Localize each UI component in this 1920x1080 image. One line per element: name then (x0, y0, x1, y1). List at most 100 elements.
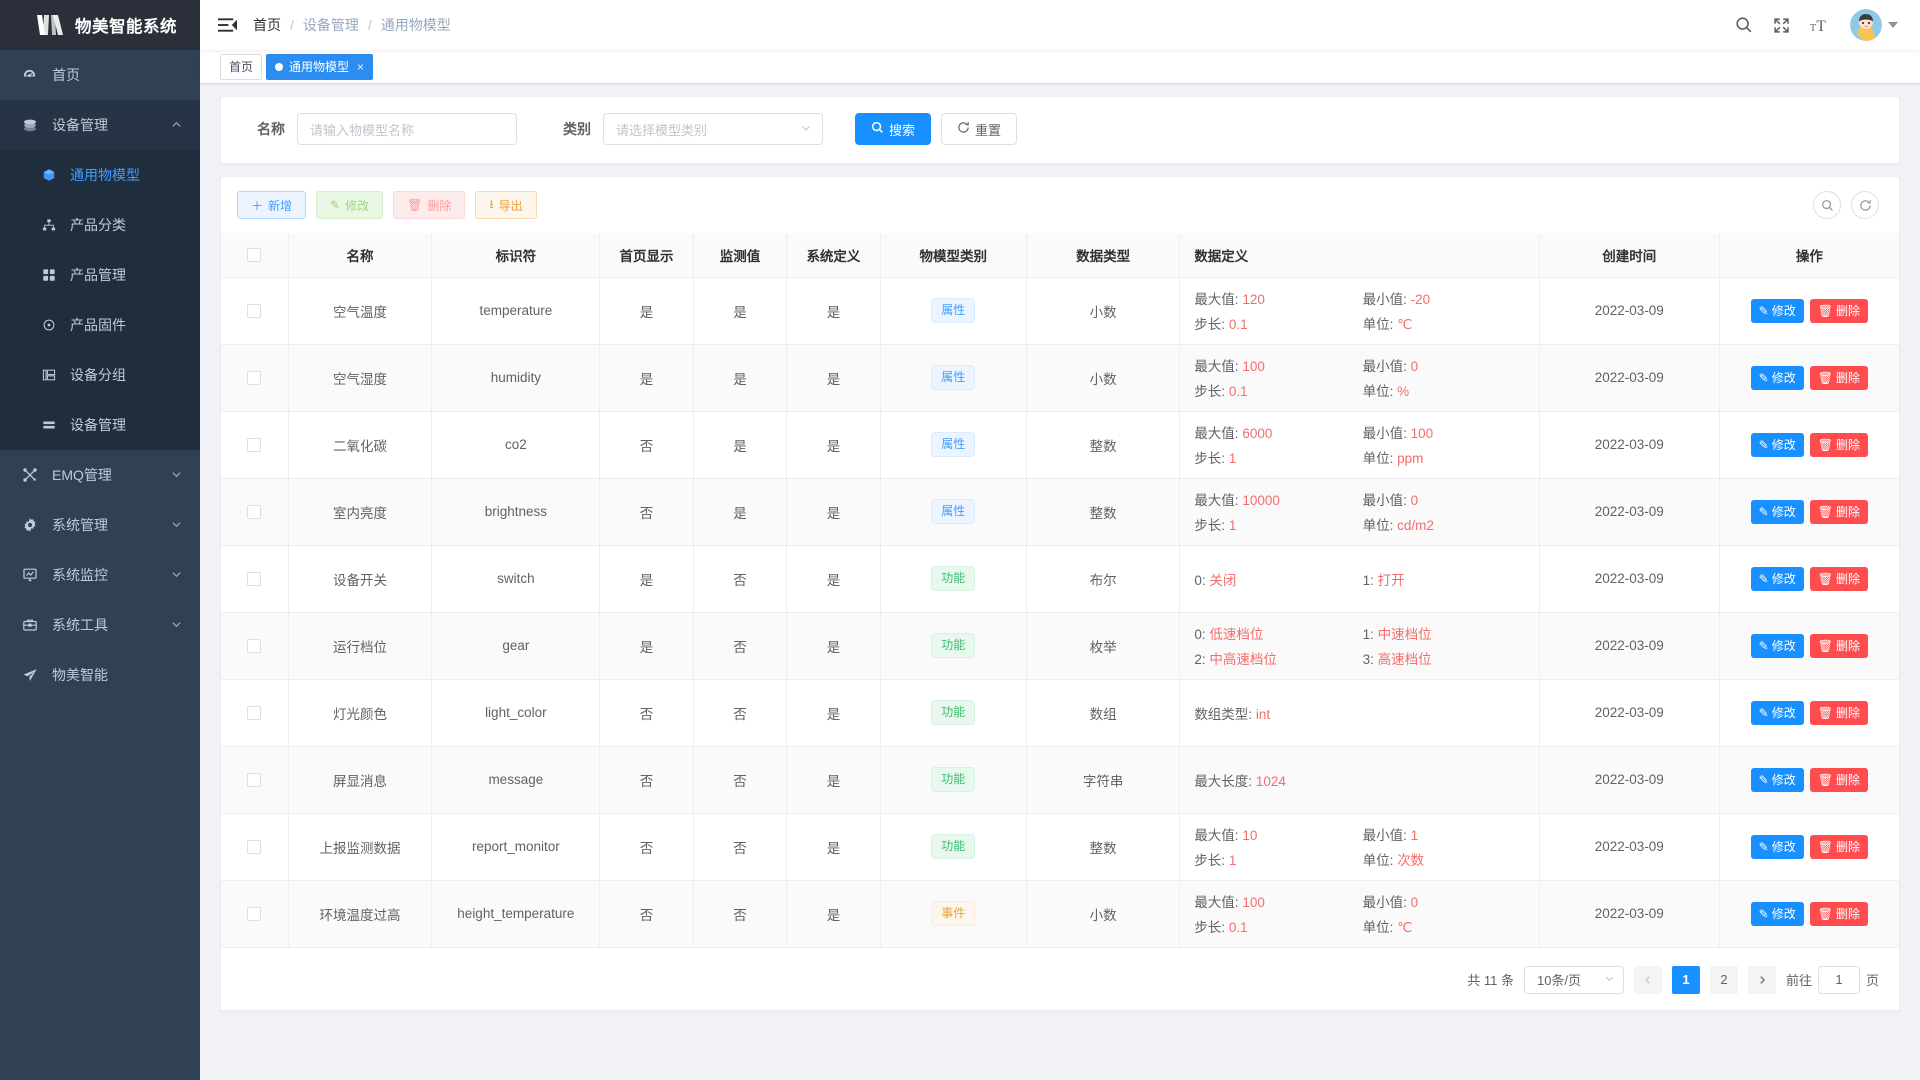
sidebar-item-home[interactable]: 首页 (0, 50, 200, 100)
table-row[interactable]: 室内亮度 brightness 否是是属性 整数 最大值: 10000 最小值: 0 步长:… (221, 478, 1899, 546)
cell-data-type: 整数 (1026, 411, 1181, 479)
sidebar-item-product-management[interactable]: 产品管理 (0, 250, 200, 300)
row-delete-button[interactable]: 🗑 删除 (1809, 432, 1868, 457)
row-checkbox[interactable] (247, 773, 262, 788)
row-checkbox-cell (221, 813, 289, 881)
row-edit-button[interactable]: ✎ 修改 (1750, 365, 1804, 390)
row-delete-button[interactable]: 🗑 删除 (1809, 767, 1868, 792)
row-edit-button[interactable]: ✎ 修改 (1750, 834, 1804, 859)
col-category: 物模型类别 (880, 233, 1027, 278)
table-row[interactable]: 环境温度过高 height_temperature 否否是事件 小数 最大值: 100 最… (221, 880, 1899, 948)
row-delete-button[interactable]: 🗑 删除 (1809, 499, 1868, 524)
tag-general-thing-model[interactable]: 通用物模型 × (266, 53, 374, 80)
table-row[interactable]: 设备开关 switch 是否是功能 布尔 0: 关闭 1: 打开 2022-03-09 ✎ 修改… (221, 545, 1899, 613)
row-edit-button[interactable]: ✎ 修改 (1750, 432, 1804, 457)
sidebar-item-general-thing-model[interactable]: 通用物模型 (0, 150, 200, 200)
col-system-def: 系统定义 (786, 233, 881, 278)
row-checkbox[interactable] (247, 304, 262, 319)
cell-name: 上报监测数据 (288, 813, 433, 881)
sidebar-item-emq-management[interactable]: EMQ管理 (0, 450, 200, 500)
row-delete-button[interactable]: 🗑 删除 (1809, 633, 1868, 658)
select-all-checkbox[interactable] (247, 248, 262, 263)
search-button[interactable]: 搜索 (855, 113, 932, 145)
sidebar-item-device-group[interactable]: 设备分组 (0, 350, 200, 400)
sidebar-item-product-firmware[interactable]: 产品固件 (0, 300, 200, 350)
row-edit-button[interactable]: ✎ 修改 (1750, 298, 1804, 323)
table-row[interactable]: 屏显消息 message 否否是功能 字符串 最大长度: 1024 2022-03-09 ✎… (221, 746, 1899, 814)
row-edit-button[interactable]: ✎ 修改 (1750, 767, 1804, 792)
edit-button[interactable]: ✎ 修改 (316, 191, 384, 219)
row-delete-button[interactable]: 🗑 删除 (1809, 901, 1868, 926)
sidebar-item-system-monitor[interactable]: 系统监控 (0, 550, 200, 600)
table-row[interactable]: 上报监测数据 report_monitor 否否是功能 整数 最大值: 10 最小值: 1… (221, 813, 1899, 881)
row-delete-button[interactable]: 🗑 删除 (1809, 298, 1868, 323)
page-size-select[interactable]: 10条/页 (1523, 965, 1624, 994)
row-checkbox[interactable] (247, 706, 262, 721)
sidebar-item-system-management[interactable]: 系统管理 (0, 500, 200, 550)
sidebar-logo[interactable]: 物美智能系统 (0, 0, 200, 50)
hamburger-icon[interactable] (200, 17, 253, 33)
sidebar-item-system-tools[interactable]: 系统工具 (0, 600, 200, 650)
search-icon[interactable] (1735, 16, 1753, 34)
row-delete-button[interactable]: 🗑 删除 (1809, 566, 1868, 591)
row-edit-button[interactable]: ✎ 修改 (1750, 901, 1804, 926)
row-delete-button[interactable]: 🗑 删除 (1809, 700, 1868, 725)
cell-identifier: brightness (431, 478, 601, 546)
definition-entry: 单位: ℃ (1362, 317, 1413, 332)
reset-button[interactable]: 重置 (941, 113, 1018, 145)
sidebar-item-device-management-sub[interactable]: 设备管理 (0, 400, 200, 450)
export-button[interactable]: ⭳ 导出 (475, 191, 537, 219)
table-row[interactable]: 运行档位 gear 是否是功能 枚举 0: 低速档位 1: 中速档位 2: 中高速档位 3: … (221, 612, 1899, 680)
cell-home-show: 否 (599, 880, 694, 948)
row-checkbox[interactable] (247, 438, 262, 453)
row-checkbox[interactable] (247, 840, 262, 855)
table-row[interactable]: 灯光颜色 light_color 否否是功能 数组 数组类型: int 2022-03-0… (221, 679, 1899, 747)
sidebar: 物美智能系统 首页 设备管理 (0, 0, 200, 1080)
row-delete-button[interactable]: 🗑 删除 (1809, 365, 1868, 390)
category-placeholder: 请选择模型类别 (616, 122, 708, 138)
cell-home-show: 否 (599, 478, 694, 546)
download-icon: ⭳ (489, 196, 494, 211)
table-row[interactable]: 二氧化碳 co2 否是是属性 整数 最大值: 6000 最小值: 100 步长: 1 单位: … (221, 411, 1899, 479)
row-checkbox[interactable] (247, 371, 262, 386)
tag-label: 首页 (229, 60, 254, 74)
pagination-page-2[interactable]: 2 (1709, 965, 1738, 994)
table-row[interactable]: 空气湿度 humidity 是是是属性 小数 最大值: 100 最小值: 0 步长: 0.1… (221, 344, 1899, 412)
delete-button[interactable]: 🗑 删除 (393, 191, 466, 219)
row-edit-button[interactable]: ✎ 修改 (1750, 566, 1804, 591)
cell-home-show: 是 (599, 612, 694, 680)
add-button[interactable]: ＋ 新增 (237, 191, 307, 219)
user-menu[interactable] (1850, 9, 1898, 41)
row-checkbox[interactable] (247, 572, 262, 587)
sidebar-item-label: 系统管理 (52, 517, 108, 533)
jump-page-input[interactable]: 1 (1817, 965, 1860, 994)
row-edit-button[interactable]: ✎ 修改 (1750, 499, 1804, 524)
breadcrumb-item-0[interactable]: 首页 (253, 17, 281, 33)
pagination-page-1[interactable]: 1 (1671, 965, 1700, 994)
avatar (1850, 9, 1882, 41)
breadcrumb-item-1[interactable]: 设备管理 (302, 17, 359, 33)
row-delete-button[interactable]: 🗑 删除 (1809, 834, 1868, 859)
sidebar-item-wumei-smart[interactable]: 物美智能 (0, 650, 200, 700)
sidebar-item-device-management[interactable]: 设备管理 (0, 100, 200, 150)
table-row[interactable]: 空气温度 temperature 是是是属性 小数 最大值: 120 最小值: -20 步长… (221, 277, 1899, 345)
tag-home[interactable]: 首页 (220, 53, 263, 80)
category-select[interactable]: 请选择模型类别 (603, 113, 823, 145)
sidebar-item-product-category[interactable]: 产品分类 (0, 200, 200, 250)
pagination-prev[interactable] (1633, 965, 1662, 994)
row-checkbox[interactable] (247, 907, 262, 922)
row-edit-button[interactable]: ✎ 修改 (1750, 633, 1804, 658)
table-header-row: 名称 标识符 首页显示 监测值 系统定义 物模型类别 数据类型 数据定义 创建时… (221, 233, 1899, 278)
row-checkbox[interactable] (247, 639, 262, 654)
toolbar-search-icon[interactable] (1813, 191, 1841, 219)
search-panel: 名称 请输入物模型名称 类别 请选择模型类别 (220, 96, 1900, 164)
toolbar-refresh-icon[interactable] (1851, 191, 1879, 219)
search-name-input[interactable]: 请输入物模型名称 (297, 113, 517, 145)
close-icon[interactable]: × (357, 59, 365, 74)
row-edit-button[interactable]: ✎ 修改 (1750, 700, 1804, 725)
row-checkbox[interactable] (247, 505, 262, 520)
pagination-next[interactable] (1747, 965, 1776, 994)
fullscreen-icon[interactable] (1773, 17, 1790, 34)
cell-category: 功能 (880, 746, 1027, 814)
